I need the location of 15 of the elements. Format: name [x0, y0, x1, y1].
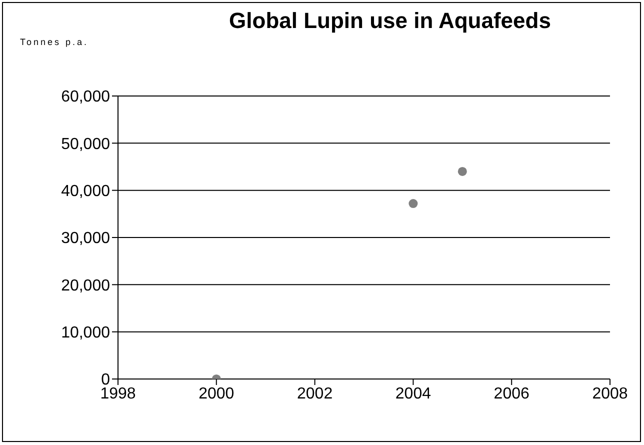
x-tick-label: 2006 — [494, 385, 530, 402]
chart-title: Global Lupin use in Aquafeeds — [228, 8, 552, 34]
x-tick-label: 2002 — [297, 385, 333, 402]
y-tick-label: 10,000 — [61, 324, 110, 342]
y-tick-label: 60,000 — [61, 88, 110, 106]
y-tick-label: 30,000 — [61, 230, 110, 248]
point — [458, 166, 467, 176]
x-tick-label: 2004 — [395, 385, 432, 402]
y-axis-title: Tonnes p.a. — [20, 37, 89, 47]
y-tick-label: 40,000 — [61, 183, 110, 200]
x-tick-label: 2000 — [198, 385, 234, 402]
x-tick-label: 2008 — [592, 385, 628, 402]
point — [408, 199, 418, 208]
y-tick-label: 20,000 — [61, 277, 110, 294]
y-tick-label: 50,000 — [61, 136, 110, 153]
